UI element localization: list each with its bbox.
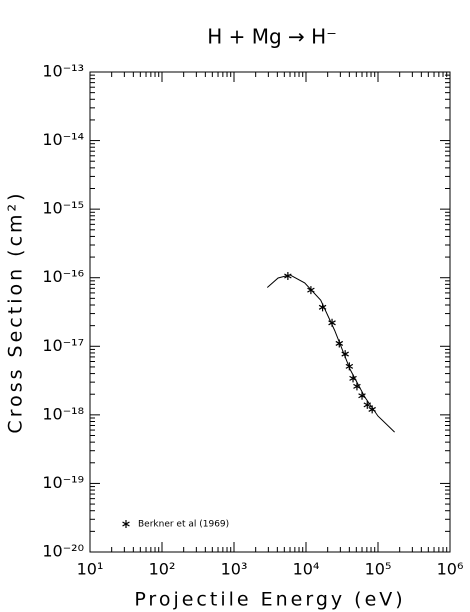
x-tick-label: 10³ [221,560,248,579]
x-tick-label: 10⁵ [365,560,392,579]
x-axis-label: Projectile Energy (eV) [134,589,405,611]
legend-marker [122,520,130,528]
data-point [353,382,361,391]
chart-title: H + Mg → H⁻ [207,25,337,49]
fit-line [266,274,395,433]
plot-frame [89,71,451,553]
y-tick-label: 10⁻¹³ [42,62,84,81]
x-tick-label: 10¹ [77,560,104,579]
y-tick-label: 10⁻¹⁶ [42,267,84,286]
y-axis-label: Cross Section (cm²) [5,190,27,433]
y-tick-label: 10⁻¹⁹ [42,473,84,492]
y-tick-label: 10⁻¹⁸ [42,404,84,423]
legend-label: Berkner et al (1969) [138,520,229,530]
y-tick-label: 10⁻¹⁴ [42,130,84,149]
y-tick-label: 10⁻¹⁷ [42,336,84,355]
x-tick-label: 10⁴ [293,560,320,579]
x-tick-label: 10² [149,560,176,579]
y-tick-label: 10⁻²⁰ [42,542,84,561]
y-tick-label: 10⁻¹⁵ [42,199,84,218]
x-tick-label: 10⁶ [437,560,464,579]
